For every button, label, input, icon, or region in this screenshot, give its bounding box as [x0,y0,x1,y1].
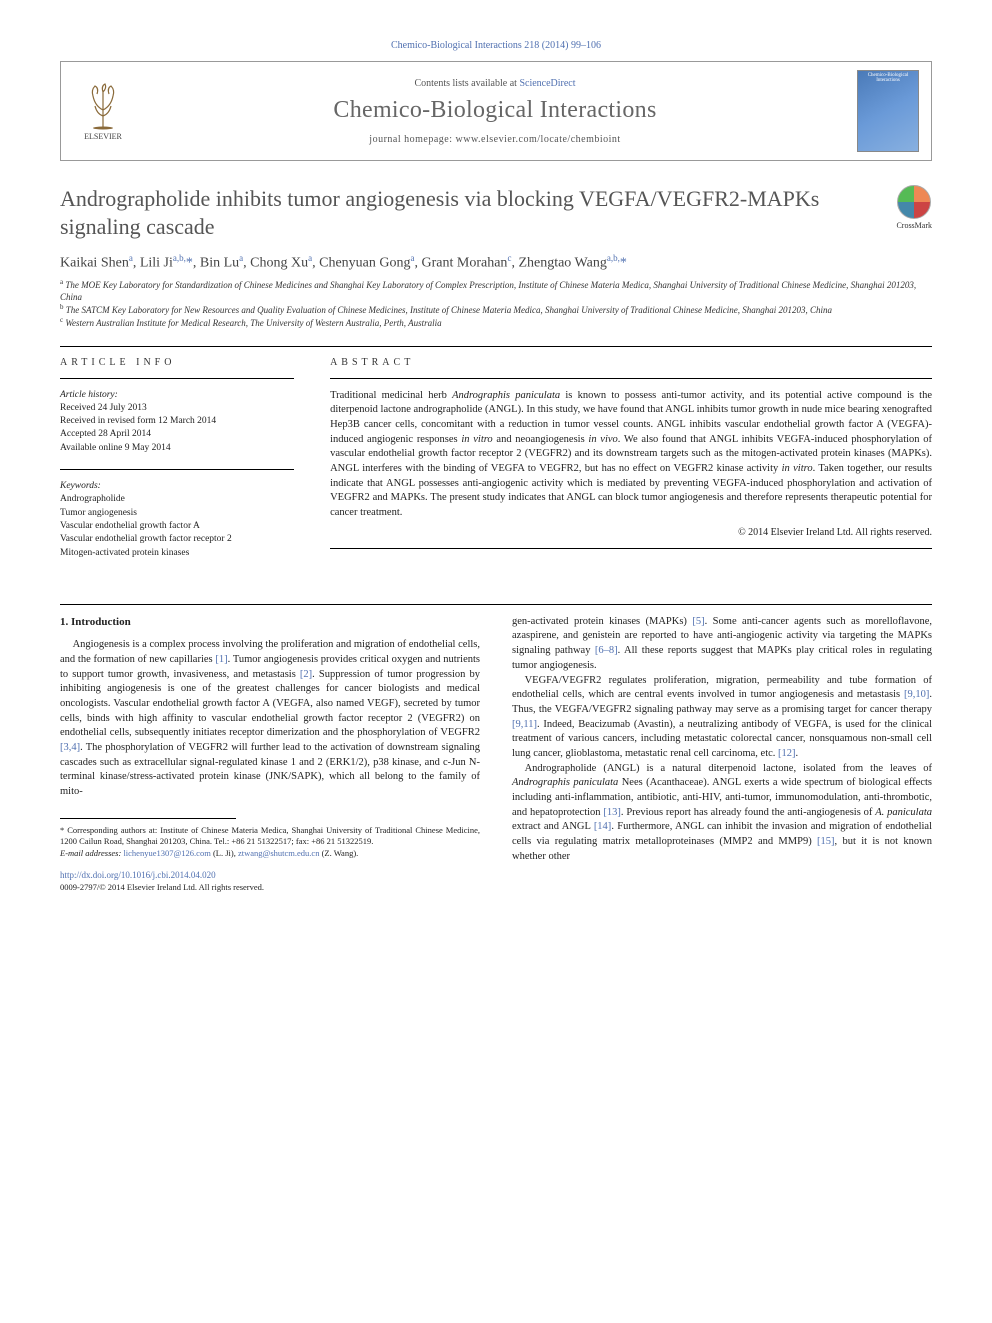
masthead-center: Contents lists available at ScienceDirec… [149,78,841,145]
article-title: Andrographolide inhibits tumor angiogene… [60,185,884,241]
body-paragraph: Andrographolide (ANGL) is a natural dite… [512,762,932,865]
body-top-rule [60,604,932,605]
homepage-url: www.elsevier.com/locate/chembioint [456,134,621,145]
journal-homepage-line: journal homepage: www.elsevier.com/locat… [149,134,841,145]
abstract-col: ABSTRACT Traditional medicinal herb Andr… [330,357,932,574]
corresponding-author-footnote: * Corresponding authors at: Institute of… [60,825,480,859]
contents-prefix: Contents lists available at [414,78,519,89]
history-line: Available online 9 May 2014 [60,442,294,455]
footer-copyright: 0009-2797/© 2014 Elsevier Ireland Ltd. A… [60,882,480,894]
body-col-right: gen-activated protein kinases (MAPKs) [5… [512,615,932,894]
history-line: Received in revised form 12 March 2014 [60,415,294,428]
crossmark-icon [897,185,931,219]
keyword: Mitogen-activated protein kinases [60,547,294,560]
contents-available-line: Contents lists available at ScienceDirec… [149,78,841,89]
keywords-block: Keywords: Andrographolide Tumor angiogen… [60,480,294,560]
journal-cover-thumbnail: Chemico-Biological Interactions [857,70,919,152]
section-rule [60,346,932,347]
abstract-rule-1 [330,378,932,379]
keyword: Tumor angiogenesis [60,507,294,520]
body-paragraph: Angiogenesis is a complex process involv… [60,638,480,800]
keywords-label: Keywords: [60,480,294,493]
article-history: Article history: Received 24 July 2013 R… [60,389,294,455]
corr-author-text: * Corresponding authors at: Institute of… [60,825,480,848]
cover-title: Chemico-Biological Interactions [860,73,916,83]
history-line: Received 24 July 2013 [60,402,294,415]
history-label: Article history: [60,389,294,402]
crossmark-badge[interactable]: CrossMark [896,185,932,230]
abstract-heading: ABSTRACT [330,357,932,368]
body-paragraph: VEGFA/VEGFR2 regulates proliferation, mi… [512,674,932,762]
sciencedirect-link[interactable]: ScienceDirect [519,78,575,89]
article-info-col: ARTICLE INFO Article history: Received 2… [60,357,294,574]
body-columns: 1. Introduction Angiogenesis is a comple… [60,615,932,894]
footnote-separator [60,818,236,819]
abstract-text: Traditional medicinal herb Andrographis … [330,389,932,521]
section-1-heading: 1. Introduction [60,615,480,630]
journal-name: Chemico-Biological Interactions [149,97,841,124]
history-line: Accepted 28 April 2014 [60,428,294,441]
homepage-prefix: journal homepage: [369,134,455,145]
email-who-2: (Z. Wang). [319,848,358,858]
authors-line: Kaikai Shena, Lili Jia,b,*, Bin Lua, Cho… [60,253,932,272]
elsevier-logo: ELSEVIER [73,76,133,146]
info-abstract-row: ARTICLE INFO Article history: Received 2… [60,357,932,574]
elsevier-tree-icon [83,82,123,130]
doi-link[interactable]: http://dx.doi.org/10.1016/j.cbi.2014.04.… [60,870,216,880]
keyword: Vascular endothelial growth factor A [60,520,294,533]
doi-line: http://dx.doi.org/10.1016/j.cbi.2014.04.… [60,869,480,882]
abstract-rule-2 [330,548,932,549]
keyword: Vascular endothelial growth factor recep… [60,533,294,546]
journal-masthead: ELSEVIER Contents lists available at Sci… [60,61,932,161]
email-label: E-mail addresses: [60,848,121,858]
article-info-heading: ARTICLE INFO [60,357,294,368]
elsevier-label: ELSEVIER [84,132,122,141]
title-row: Andrographolide inhibits tumor angiogene… [60,185,932,241]
affiliations: a The MOE Key Laboratory for Standardiza… [60,278,932,330]
crossmark-label: CrossMark [896,221,932,230]
header-citation: Chemico-Biological Interactions 218 (201… [60,40,932,51]
email-link-2[interactable]: ztwang@shutcm.edu.cn [238,848,319,858]
email-line: E-mail addresses: lichenyue1307@126.com … [60,848,480,859]
abstract-copyright: © 2014 Elsevier Ireland Ltd. All rights … [330,527,932,538]
body-paragraph: gen-activated protein kinases (MAPKs) [5… [512,615,932,674]
email-who-1: (L. Ji), [211,848,238,858]
email-link-1[interactable]: lichenyue1307@126.com [123,848,210,858]
info-rule-1 [60,378,294,379]
body-col-left: 1. Introduction Angiogenesis is a comple… [60,615,480,894]
keyword: Andrographolide [60,493,294,506]
info-rule-2 [60,469,294,470]
